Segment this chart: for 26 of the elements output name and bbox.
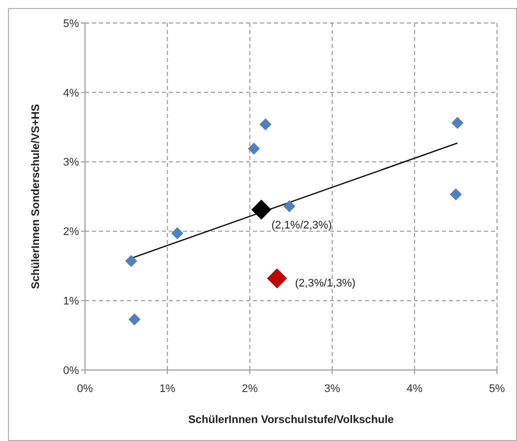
- point: [451, 116, 464, 129]
- point: [125, 255, 138, 268]
- point: [251, 200, 272, 220]
- x-tick-label: 2%: [242, 382, 258, 395]
- point: [259, 118, 272, 130]
- y-tick-label: 1%: [63, 296, 80, 308]
- x-tick-label: 1%: [159, 382, 176, 395]
- point: [128, 313, 140, 326]
- point: [266, 268, 287, 288]
- annotation: (2,3%/1,3%): [294, 277, 356, 290]
- y-tick-label: 2%: [63, 226, 80, 238]
- y-tick-label: 4%: [63, 87, 80, 100]
- x-axis-title: SchülerInnen Vorschulstufe/Volkschule: [188, 414, 394, 426]
- point: [283, 200, 296, 212]
- x-tick-label: 4%: [406, 382, 423, 395]
- point: [450, 188, 462, 200]
- point: [248, 142, 260, 155]
- x-tick-label: 3%: [324, 382, 340, 395]
- annotation: (2,1%/2,3%): [271, 220, 332, 232]
- x-tick-label: 0%: [77, 382, 94, 395]
- point: [171, 227, 184, 240]
- y-tick-label: 3%: [63, 156, 80, 169]
- y-tick-label: 0%: [63, 364, 80, 377]
- y-tick-label: 5%: [63, 18, 80, 30]
- x-tick-label: 5%: [489, 382, 506, 395]
- y-axis-title: SchülerInnen Sonderschule/VS+HS: [30, 104, 42, 289]
